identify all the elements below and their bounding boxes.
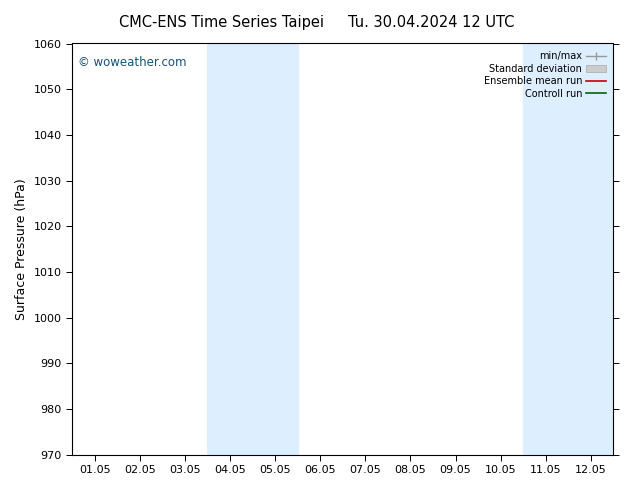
Text: CMC-ENS Time Series Taipei: CMC-ENS Time Series Taipei — [119, 15, 325, 30]
Legend: min/max, Standard deviation, Ensemble mean run, Controll run: min/max, Standard deviation, Ensemble me… — [481, 49, 609, 101]
Text: © woweather.com: © woweather.com — [77, 56, 186, 69]
Bar — [523, 44, 614, 455]
Text: Tu. 30.04.2024 12 UTC: Tu. 30.04.2024 12 UTC — [348, 15, 514, 30]
Bar — [207, 44, 297, 455]
Y-axis label: Surface Pressure (hPa): Surface Pressure (hPa) — [15, 178, 28, 320]
